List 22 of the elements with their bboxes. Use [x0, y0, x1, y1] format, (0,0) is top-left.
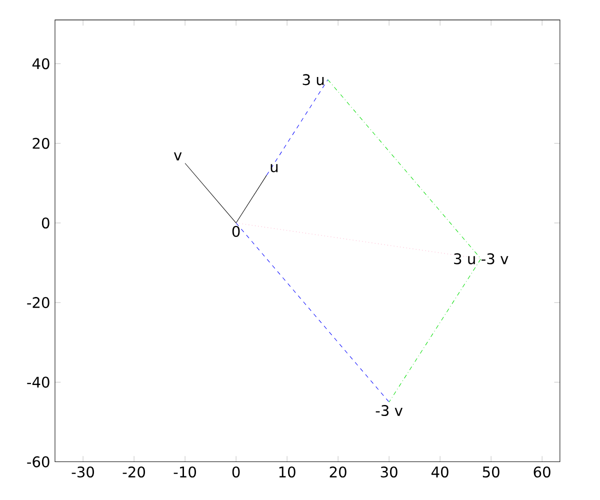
annotation: 0: [232, 226, 240, 237]
x-tick-label: 40: [431, 466, 448, 478]
annotation: 3 u -3 v: [454, 253, 508, 264]
y-tick-label: -40: [27, 376, 50, 388]
y-tick-label: 0: [42, 217, 50, 228]
annotation: u: [270, 164, 278, 172]
x-tick-label: 50: [482, 466, 500, 478]
annotation: v: [174, 152, 182, 160]
y-tick-label: -60: [27, 456, 50, 468]
x-tick-label: -20: [122, 466, 145, 478]
x-tick-label: -30: [72, 466, 94, 478]
y-tick-label: 40: [32, 58, 50, 70]
annotation: -3 v: [376, 405, 403, 416]
annotation: 3 u: [302, 74, 324, 86]
y-tick-label: -20: [27, 297, 50, 308]
y-tick-label: 20: [32, 138, 50, 149]
x-tick-label: 20: [330, 466, 346, 478]
x-tick-label: 10: [279, 466, 296, 478]
x-tick-label: -10: [174, 466, 196, 478]
x-tick-label: 60: [534, 466, 550, 478]
x-tick-label: 0: [232, 466, 240, 478]
x-tick-label: 30: [380, 466, 398, 478]
